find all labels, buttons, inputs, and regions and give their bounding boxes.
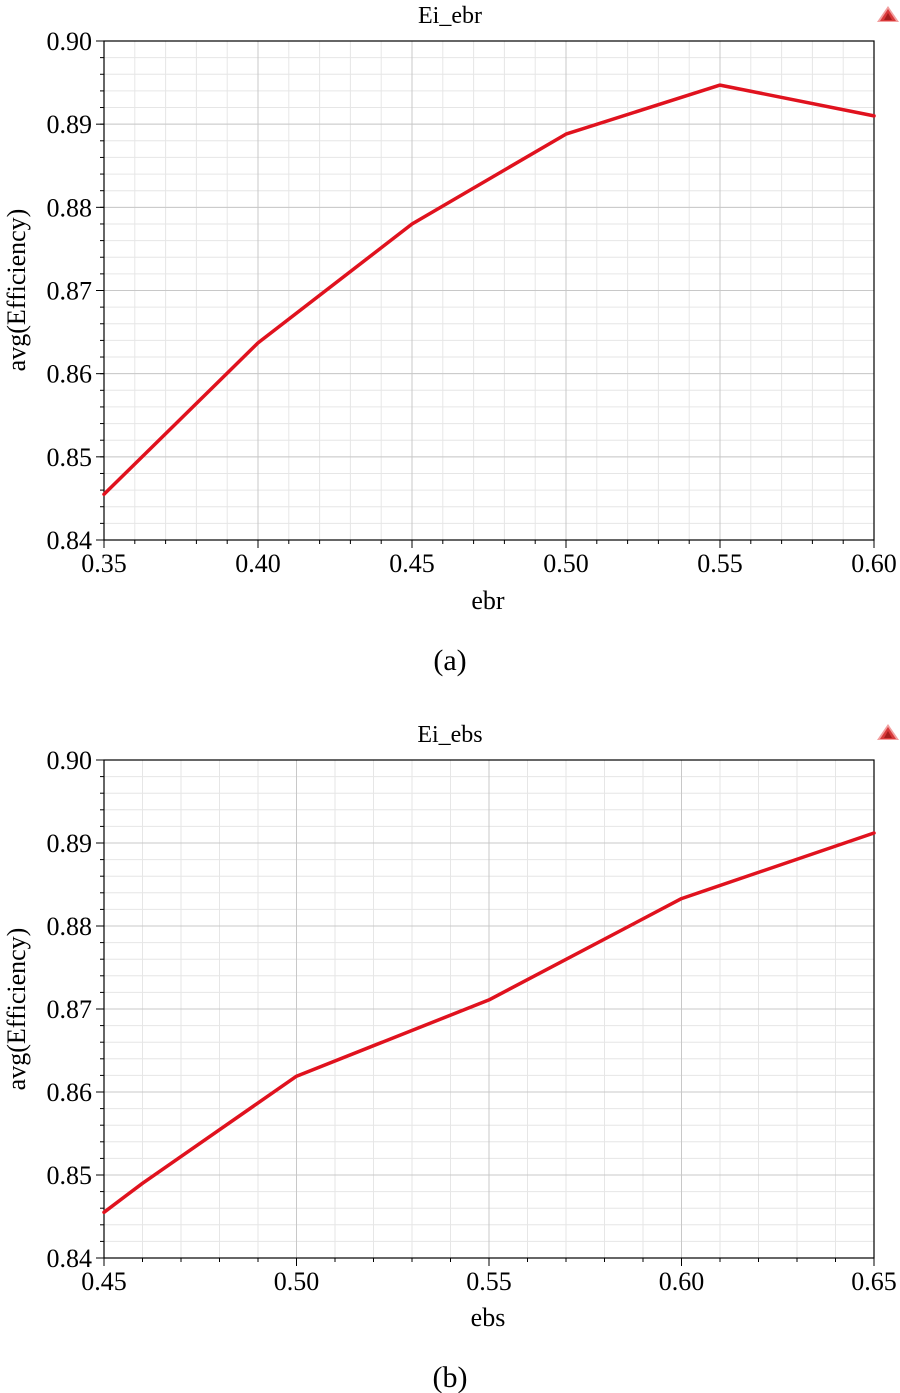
y-tick-label: 0.87 — [47, 995, 93, 1024]
tick-marks — [96, 40, 875, 548]
data-point — [873, 115, 875, 117]
chart-title: Ei_ebs — [417, 722, 482, 748]
logo-icon — [877, 6, 899, 22]
chart-panel-b: 0.45 0.50 0.55 0.60 0.65 0.84 0.85 0.86 0.87 0.88… — [2, 722, 899, 1393]
y-tick-label: 0.89 — [47, 110, 93, 139]
data-point — [295, 1075, 298, 1078]
x-tick-label: 0.50 — [274, 1267, 320, 1296]
series-layer — [102, 831, 876, 1215]
data-point — [488, 999, 490, 1001]
data-point — [411, 223, 413, 225]
x-tick-label: 0.45 — [389, 549, 435, 578]
y-tick-label: 0.86 — [47, 360, 93, 389]
logo-icon — [877, 724, 899, 740]
series-line — [102, 831, 876, 1215]
data-point — [257, 342, 259, 344]
y-tick-label: 0.84 — [47, 526, 93, 555]
y-tick-label: 0.90 — [47, 27, 93, 56]
y-tick-label: 0.85 — [47, 443, 93, 472]
x-tick-label: 0.55 — [466, 1267, 512, 1296]
y-axis-label: avg(Efficiency) — [2, 928, 31, 1091]
tick-labels: 0.45 0.50 0.55 0.60 0.65 0.84 0.85 0.86 0.87 0.88… — [47, 746, 897, 1296]
y-tick-label: 0.87 — [47, 277, 93, 306]
x-tick-label: 0.60 — [659, 1267, 705, 1296]
x-tick-label: 0.65 — [851, 1267, 897, 1296]
y-tick-label: 0.90 — [47, 746, 93, 775]
x-tick-label: 0.40 — [235, 549, 281, 578]
data-point — [141, 1182, 144, 1185]
data-point — [565, 133, 567, 135]
x-tick-label: 0.50 — [543, 549, 589, 578]
y-tick-label: 0.86 — [47, 1078, 93, 1107]
data-point — [719, 84, 721, 86]
y-tick-label: 0.89 — [47, 829, 93, 858]
x-tick-label: 0.35 — [81, 549, 127, 578]
panel-caption: (a) — [433, 644, 466, 677]
y-tick-label: 0.84 — [47, 1244, 93, 1273]
x-axis-label: ebs — [471, 1303, 506, 1332]
series-layer — [102, 83, 876, 497]
x-axis-label: ebr — [471, 586, 505, 615]
tick-labels: 0.35 0.40 0.45 0.50 0.55 0.60 0.84 0.85 0.86 0.87… — [47, 27, 897, 578]
y-axis-label: avg(Efficiency) — [2, 209, 31, 372]
x-tick-label: 0.60 — [851, 549, 897, 578]
y-tick-label: 0.88 — [47, 912, 93, 941]
data-point — [103, 1211, 105, 1214]
series-line — [102, 83, 876, 497]
x-tick-label: 0.45 — [81, 1267, 127, 1296]
data-point — [680, 897, 683, 900]
y-tick-label: 0.88 — [47, 193, 93, 222]
data-point — [873, 832, 875, 834]
y-tick-label: 0.85 — [47, 1161, 93, 1190]
chart-title: Ei_ebr — [418, 3, 482, 29]
tick-marks — [96, 759, 875, 1266]
x-tick-label: 0.55 — [697, 549, 743, 578]
chart-panel-a: 0.35 0.40 0.45 0.50 0.55 0.60 0.84 0.85 0.86 0.87… — [2, 3, 899, 677]
data-point — [103, 493, 105, 496]
panel-caption: (b) — [433, 1361, 468, 1393]
